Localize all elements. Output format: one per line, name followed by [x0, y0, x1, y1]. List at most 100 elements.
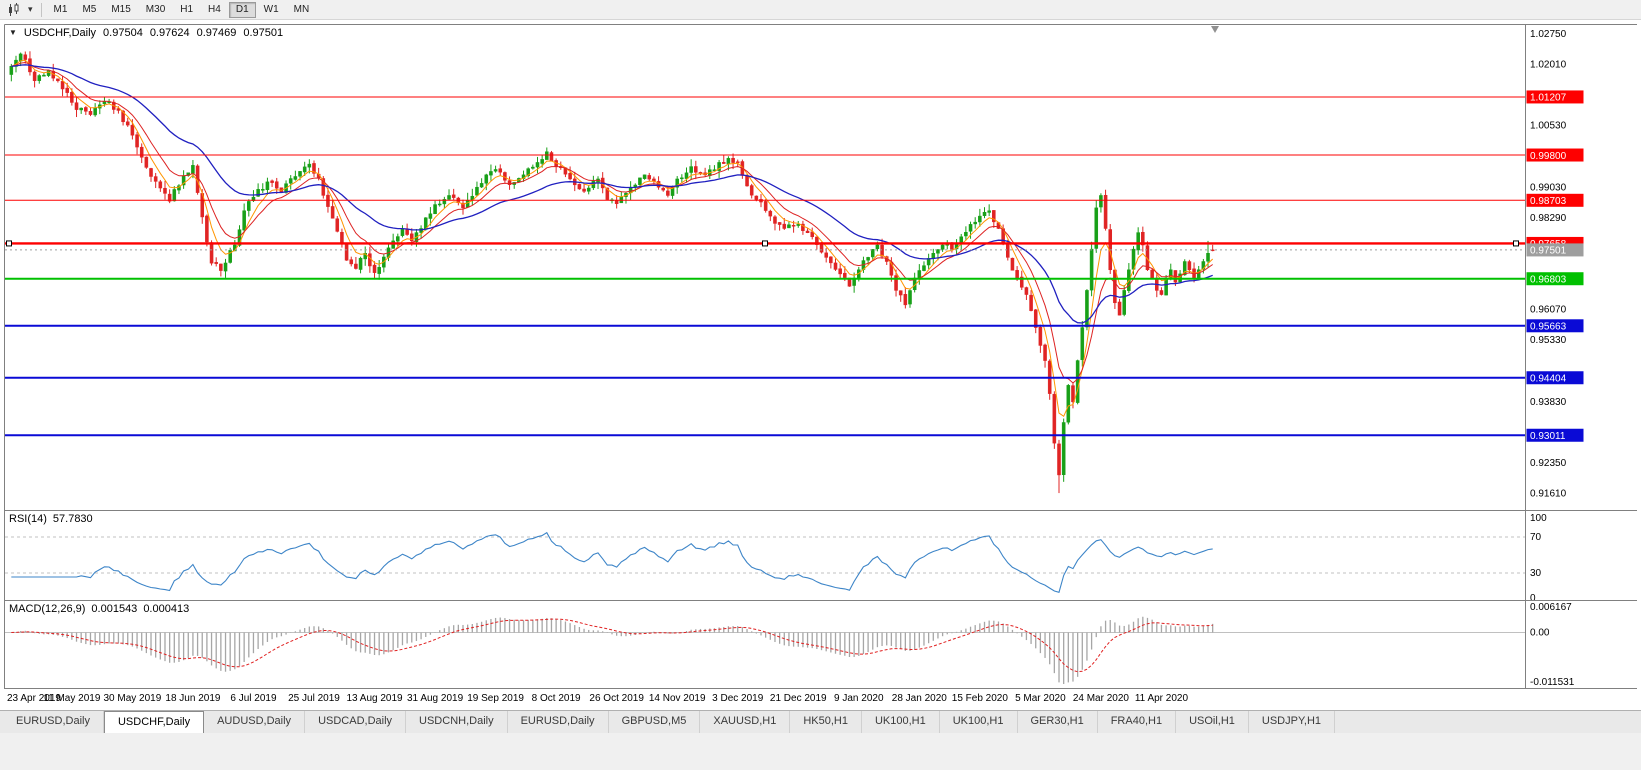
chart-tab-eurusd-daily[interactable]: EURUSD,Daily — [507, 711, 609, 733]
chart-tab-hk50-h1[interactable]: HK50,H1 — [790, 711, 862, 733]
chart-tab-usdchf-daily[interactable]: USDCHF,Daily — [103, 711, 205, 733]
svg-text:0.92350: 0.92350 — [1530, 458, 1567, 469]
svg-text:23 Apr 2019: 23 Apr 2019 — [7, 693, 61, 704]
svg-text:3 Dec 2019: 3 Dec 2019 — [712, 693, 764, 704]
candlestick-series — [9, 51, 1215, 494]
chart-tab-fra40-h1[interactable]: FRA40,H1 — [1097, 711, 1177, 733]
svg-text:6 Jul 2019: 6 Jul 2019 — [230, 693, 277, 704]
chart-tab-ger30-h1[interactable]: GER30,H1 — [1017, 711, 1098, 733]
svg-text:0.95330: 0.95330 — [1530, 335, 1567, 346]
svg-text:0: 0 — [1530, 593, 1536, 604]
svg-text:1.00530: 1.00530 — [1530, 120, 1567, 131]
timeframe-toolbar: ▾ M1 M5 M15 M30 H1 H4 D1 W1 MN — [0, 0, 1641, 20]
svg-text:0.93011: 0.93011 — [1530, 431, 1566, 442]
svg-text:19 Sep 2019: 19 Sep 2019 — [467, 693, 524, 704]
price-level-badge — [1526, 272, 1584, 286]
svg-text:1.02010: 1.02010 — [1530, 59, 1567, 70]
svg-text:14 Nov 2019: 14 Nov 2019 — [649, 693, 706, 704]
rsi-axis: 100 70 30 0 — [1530, 513, 1547, 604]
timeframe-buttons: M1 M5 M15 M30 H1 H4 D1 W1 MN — [47, 1, 317, 18]
svg-text:24 Mar 2020: 24 Mar 2020 — [1073, 693, 1130, 704]
candlestick-chart-icon — [9, 2, 19, 16]
timeframe-m5-button[interactable]: M5 — [75, 2, 103, 18]
svg-text:0.98703: 0.98703 — [1530, 196, 1567, 207]
toolbar-separator — [40, 2, 42, 17]
timeframe-d1-button[interactable]: D1 — [228, 1, 256, 18]
timeframe-m15-button[interactable]: M15 — [104, 2, 137, 18]
chart-tab-usdjpy-h1[interactable]: USDJPY,H1 — [1248, 711, 1336, 733]
chevron-down-icon: ▾ — [28, 4, 33, 14]
chart-tab-audusd-daily[interactable]: AUDUSD,Daily — [204, 711, 306, 733]
timeframe-m1-button[interactable]: M1 — [47, 2, 75, 18]
svg-text:100: 100 — [1530, 513, 1547, 524]
price-chart-canvas[interactable]: 1.02750 1.02010 1.00530 0.99030 0.98290 0.960… — [0, 20, 1641, 710]
svg-text:0.91610: 0.91610 — [1530, 489, 1567, 500]
timeframe-m30-button[interactable]: M30 — [139, 2, 172, 18]
timeframe-h1-button[interactable]: H1 — [173, 2, 200, 18]
svg-text:0.98290: 0.98290 — [1530, 213, 1567, 224]
bottom-filler — [0, 733, 1641, 770]
chart-tab-eurusd-daily[interactable]: EURUSD,Daily — [3, 711, 104, 733]
hline-selection-handle[interactable] — [6, 240, 12, 247]
chart-type-dropdown[interactable]: ▾ — [25, 1, 36, 18]
svg-text:0.99800: 0.99800 — [1530, 151, 1567, 162]
hline-selection-handle[interactable] — [1513, 240, 1519, 247]
macd-axis: 0.006167 0.00 -0.011531 — [1530, 602, 1575, 688]
svg-text:11 Apr 2020: 11 Apr 2020 — [1135, 693, 1189, 704]
svg-text:15 Feb 2020: 15 Feb 2020 — [952, 693, 1009, 704]
timeframe-h4-button[interactable]: H4 — [201, 2, 228, 18]
macd-histogram — [15, 616, 1214, 684]
price-level-badge — [1526, 148, 1584, 162]
chart-tab-uk100-h1[interactable]: UK100,H1 — [939, 711, 1018, 733]
chart-tab-usdcnh-daily[interactable]: USDCNH,Daily — [406, 711, 508, 733]
timeframe-mn-button[interactable]: MN — [287, 2, 317, 18]
chart-background — [0, 20, 1641, 710]
chart-window[interactable]: 1.02750 1.02010 1.00530 0.99030 0.98290 0.960… — [0, 20, 1641, 710]
price-level-badge — [1526, 428, 1584, 442]
svg-text:9 Jan 2020: 9 Jan 2020 — [834, 693, 884, 704]
chart-tab-uk100-h1[interactable]: UK100,H1 — [861, 711, 940, 733]
price-level-badge — [1526, 243, 1584, 257]
price-level-badge — [1526, 319, 1584, 333]
svg-text:0.97501: 0.97501 — [1530, 246, 1567, 257]
chart-tab-xauusd-h1[interactable]: XAUUSD,H1 — [700, 711, 791, 733]
timeframe-w1-button[interactable]: W1 — [257, 2, 286, 18]
chart-type-button[interactable] — [4, 1, 25, 18]
svg-text:0.94404: 0.94404 — [1530, 374, 1567, 385]
svg-text:0.96803: 0.96803 — [1530, 275, 1567, 286]
chart-tab-usdcad-daily[interactable]: USDCAD,Daily — [305, 711, 407, 733]
svg-text:0.99030: 0.99030 — [1530, 182, 1567, 193]
svg-text:5 Mar 2020: 5 Mar 2020 — [1015, 693, 1066, 704]
svg-text:-0.011531: -0.011531 — [1530, 677, 1575, 688]
svg-text:1.02750: 1.02750 — [1530, 29, 1567, 40]
svg-text:0.006167: 0.006167 — [1530, 602, 1572, 613]
chart-shift-marker-icon[interactable] — [1211, 26, 1219, 33]
macd-signal-line — [11, 618, 1213, 673]
chart-tab-gbpusd-m5[interactable]: GBPUSD,M5 — [608, 711, 701, 733]
svg-text:25 Jul 2019: 25 Jul 2019 — [288, 693, 340, 704]
svg-text:31 Aug 2019: 31 Aug 2019 — [407, 693, 464, 704]
hline-selection-handle[interactable] — [762, 240, 768, 247]
chart-tab-usoil-h1[interactable]: USOil,H1 — [1176, 711, 1249, 733]
rsi-line — [11, 531, 1213, 593]
chart-tabs-bar: EURUSD,Daily USDCHF,Daily AUDUSD,Daily USDC… — [0, 710, 1641, 733]
svg-text:13 Aug 2019: 13 Aug 2019 — [346, 693, 403, 704]
svg-text:0.00: 0.00 — [1530, 628, 1550, 639]
price-level-badge — [1526, 371, 1584, 385]
svg-text:30: 30 — [1530, 568, 1542, 579]
svg-text:0.95663: 0.95663 — [1530, 322, 1567, 333]
ma-mid-red-line — [11, 61, 1213, 384]
ma-fast-orange-line — [11, 59, 1214, 418]
svg-text:0.96070: 0.96070 — [1530, 304, 1567, 315]
svg-text:0.93830: 0.93830 — [1530, 397, 1567, 408]
price-level-badge — [1526, 90, 1584, 104]
svg-text:21 Dec 2019: 21 Dec 2019 — [770, 693, 827, 704]
svg-text:30 May 2019: 30 May 2019 — [103, 693, 161, 704]
svg-text:11 May 2019: 11 May 2019 — [43, 693, 101, 704]
svg-text:8 Oct 2019: 8 Oct 2019 — [532, 693, 581, 704]
svg-text:28 Jan 2020: 28 Jan 2020 — [892, 693, 947, 704]
price-axis: 1.02750 1.02010 1.00530 0.99030 0.98290 0.960… — [1526, 29, 1584, 500]
svg-text:1.01207: 1.01207 — [1530, 93, 1567, 104]
